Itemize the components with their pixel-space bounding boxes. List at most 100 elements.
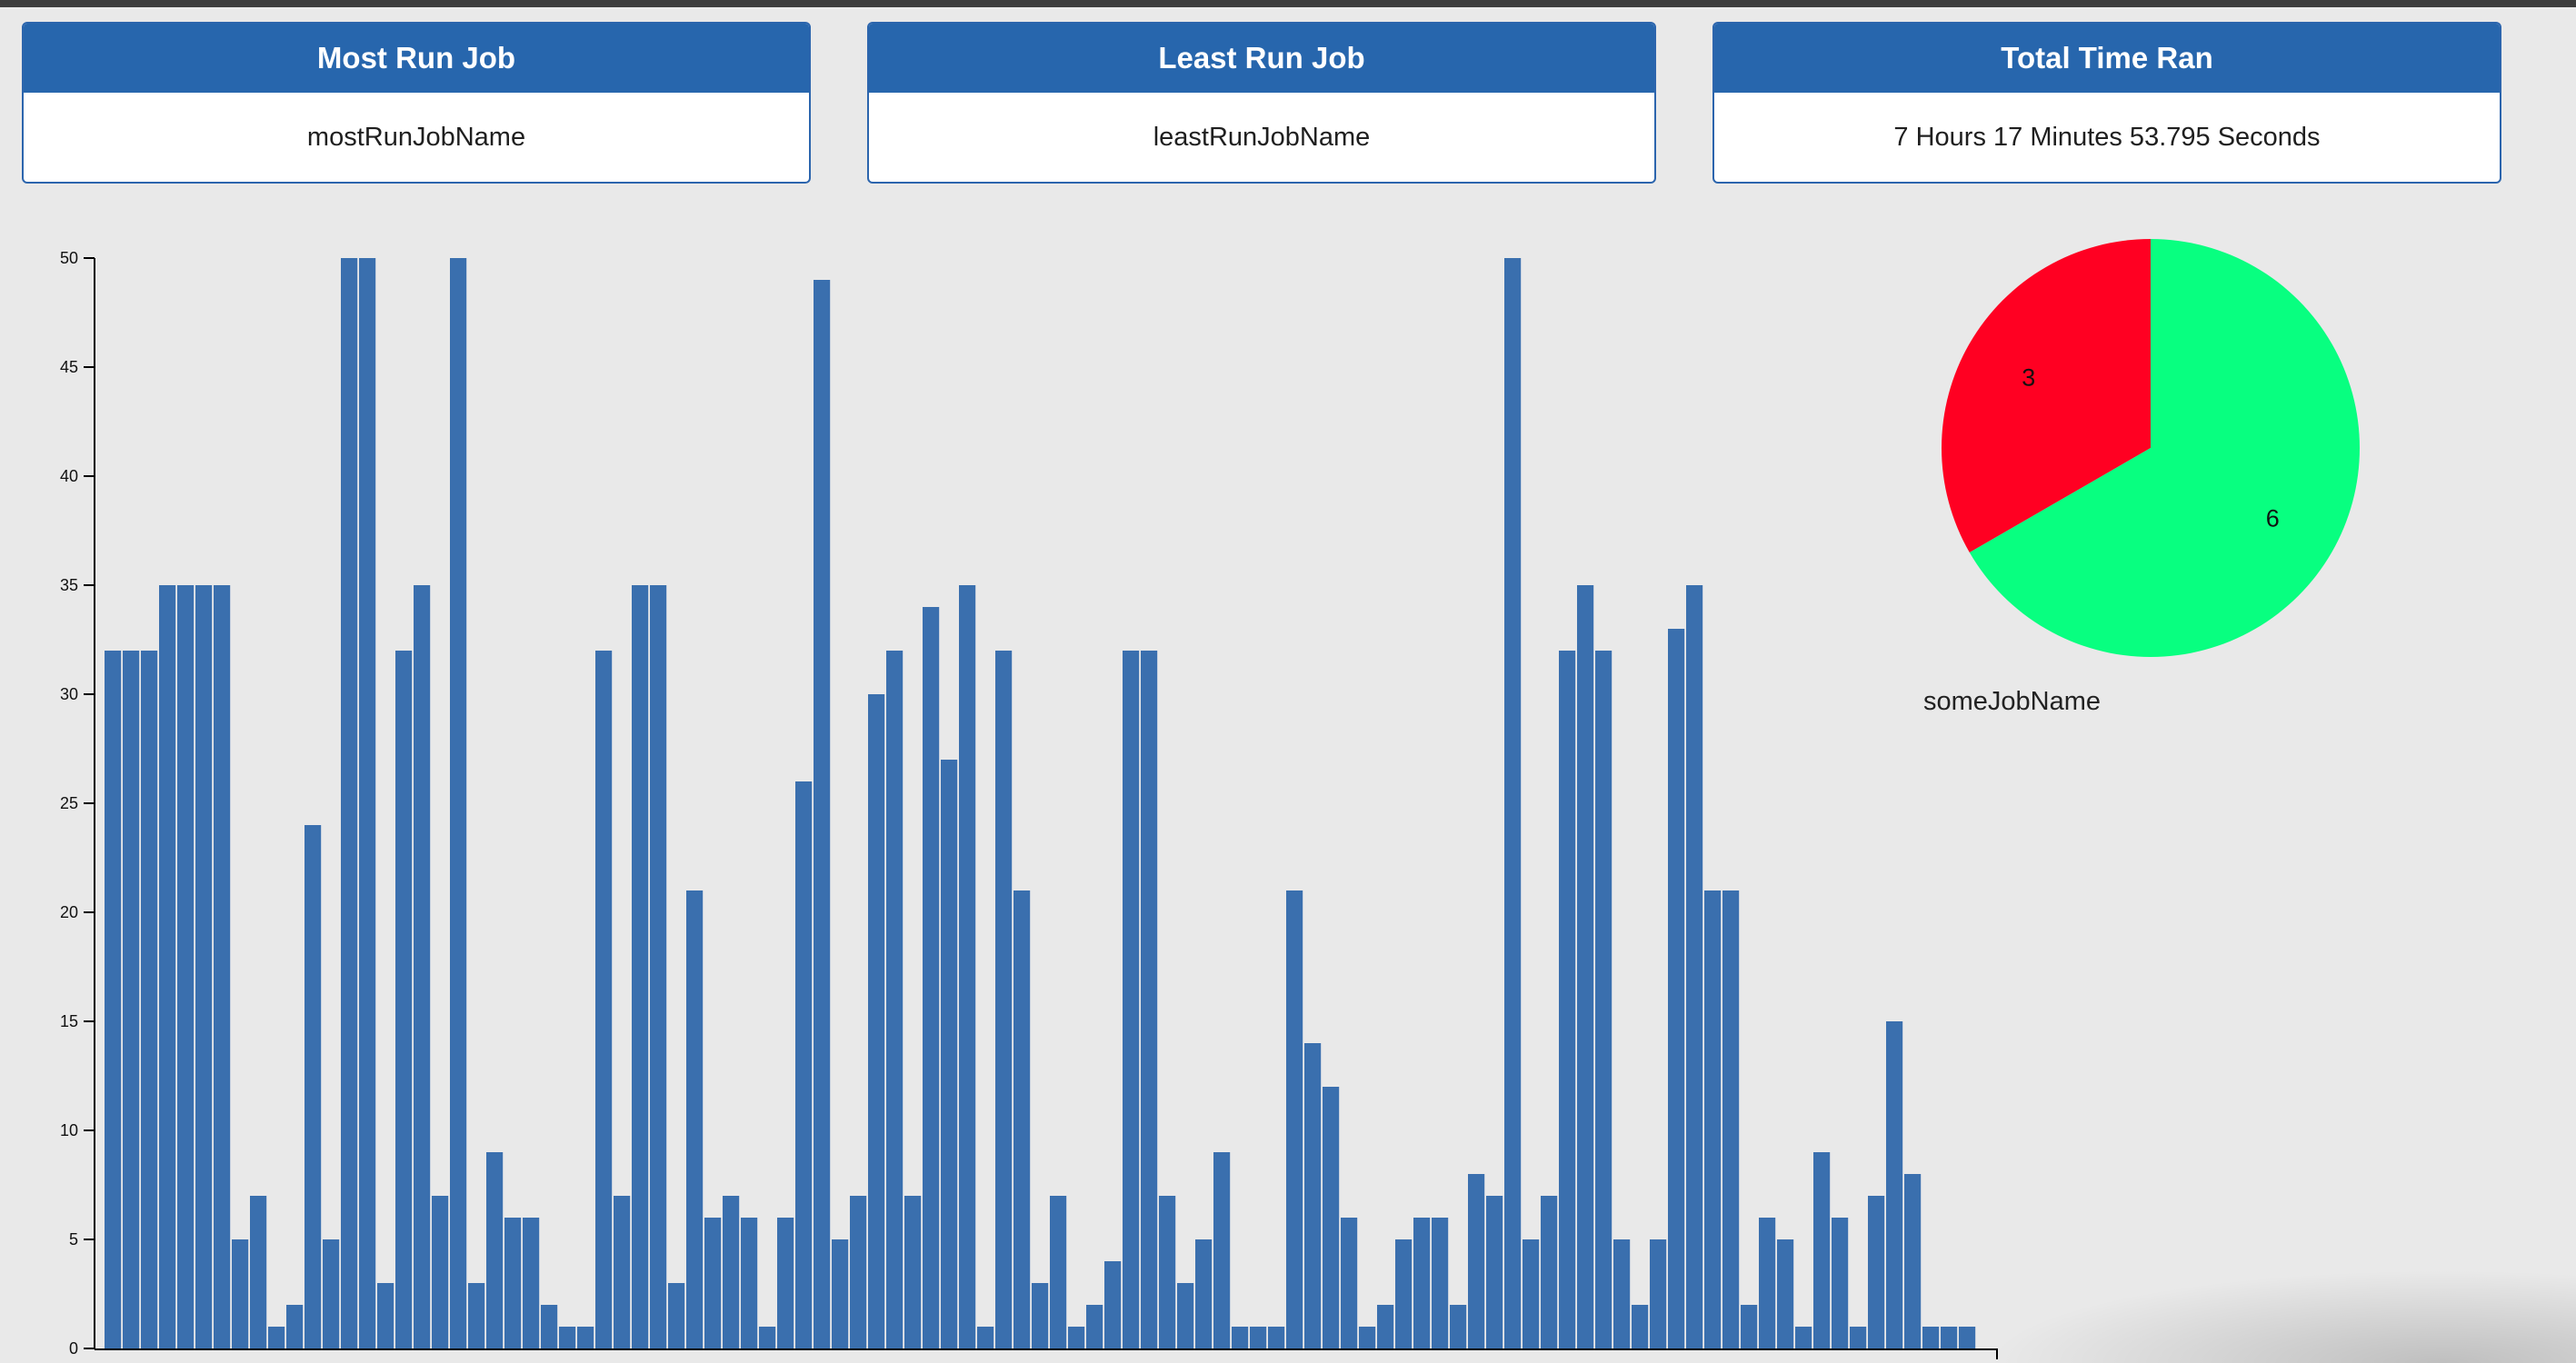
bar[interactable] <box>904 1196 922 1348</box>
bar[interactable] <box>1395 1239 1413 1348</box>
pie-slice[interactable] <box>1942 239 2151 552</box>
bar[interactable] <box>1668 629 1685 1348</box>
bar[interactable] <box>414 585 431 1348</box>
bar[interactable] <box>359 258 376 1348</box>
bar[interactable] <box>1632 1305 1649 1348</box>
bar[interactable] <box>995 651 1013 1348</box>
bar[interactable] <box>1141 651 1158 1348</box>
bar[interactable] <box>305 825 322 1348</box>
bar[interactable] <box>686 890 704 1348</box>
bar[interactable] <box>1032 1283 1049 1348</box>
bar[interactable] <box>1341 1218 1358 1348</box>
bar[interactable] <box>250 1196 267 1348</box>
bar[interactable] <box>1904 1174 1922 1348</box>
bar[interactable] <box>123 651 140 1348</box>
bar[interactable] <box>1013 890 1031 1348</box>
bar[interactable] <box>486 1152 504 1348</box>
bar[interactable] <box>1050 1196 1067 1348</box>
bar[interactable] <box>1832 1218 1849 1348</box>
bar[interactable] <box>814 280 831 1348</box>
bar[interactable] <box>468 1283 485 1348</box>
bar[interactable] <box>177 585 195 1348</box>
bar[interactable] <box>977 1327 994 1348</box>
bar[interactable] <box>1232 1327 1249 1348</box>
bar[interactable] <box>1813 1152 1831 1348</box>
bar[interactable] <box>650 585 667 1348</box>
bar[interactable] <box>868 694 885 1348</box>
bar[interactable] <box>850 1196 867 1348</box>
bar[interactable] <box>632 585 649 1348</box>
bar[interactable] <box>141 651 158 1348</box>
bar[interactable] <box>1123 651 1140 1348</box>
bar[interactable] <box>1523 1239 1540 1348</box>
bar[interactable] <box>523 1218 540 1348</box>
bar[interactable] <box>1577 585 1594 1348</box>
bar[interactable] <box>1359 1327 1376 1348</box>
bar[interactable] <box>595 651 613 1348</box>
bar[interactable] <box>1323 1087 1340 1348</box>
bar[interactable] <box>1613 1239 1631 1348</box>
bar[interactable] <box>1068 1327 1085 1348</box>
bar[interactable] <box>1922 1327 1940 1348</box>
bar[interactable] <box>541 1305 558 1348</box>
bar[interactable] <box>1741 1305 1758 1348</box>
bar[interactable] <box>795 781 813 1348</box>
bar[interactable] <box>1795 1327 1812 1348</box>
bar[interactable] <box>1486 1196 1503 1348</box>
bar[interactable] <box>886 651 904 1348</box>
bar[interactable] <box>614 1196 631 1348</box>
bar[interactable] <box>450 258 467 1348</box>
bar[interactable] <box>1504 258 1522 1348</box>
bar[interactable] <box>777 1218 794 1348</box>
bar[interactable] <box>723 1196 740 1348</box>
bar[interactable] <box>1286 890 1303 1348</box>
bar[interactable] <box>1213 1152 1231 1348</box>
bar[interactable] <box>1650 1239 1667 1348</box>
bar[interactable] <box>1468 1174 1485 1348</box>
bar[interactable] <box>1777 1239 1794 1348</box>
bar[interactable] <box>432 1196 449 1348</box>
bar[interactable] <box>1704 890 1722 1348</box>
bar[interactable] <box>704 1218 722 1348</box>
bar[interactable] <box>1432 1218 1449 1348</box>
bar[interactable] <box>1541 1196 1558 1348</box>
bar[interactable] <box>195 585 213 1348</box>
bar[interactable] <box>1250 1327 1267 1348</box>
bar[interactable] <box>1377 1305 1394 1348</box>
bar[interactable] <box>832 1239 849 1348</box>
bar[interactable] <box>741 1218 758 1348</box>
pie-slice[interactable] <box>1969 239 2360 657</box>
bar[interactable] <box>923 607 940 1348</box>
bar[interactable] <box>341 258 358 1348</box>
bar[interactable] <box>1722 890 1740 1348</box>
bar[interactable] <box>759 1327 776 1348</box>
bar[interactable] <box>1686 585 1703 1348</box>
bar[interactable] <box>1086 1305 1103 1348</box>
bar[interactable] <box>1595 651 1612 1348</box>
bar[interactable] <box>1195 1239 1213 1348</box>
bar[interactable] <box>1868 1196 1885 1348</box>
bar[interactable] <box>286 1305 304 1348</box>
bar[interactable] <box>559 1327 576 1348</box>
bar[interactable] <box>1941 1327 1958 1348</box>
bar[interactable] <box>577 1327 594 1348</box>
bar[interactable] <box>959 585 976 1348</box>
bar[interactable] <box>1268 1327 1285 1348</box>
bar[interactable] <box>504 1218 522 1348</box>
bar[interactable] <box>1413 1218 1431 1348</box>
bar[interactable] <box>1304 1043 1322 1348</box>
bar[interactable] <box>214 585 231 1348</box>
bar[interactable] <box>1559 651 1576 1348</box>
bar[interactable] <box>323 1239 340 1348</box>
bar[interactable] <box>268 1327 285 1348</box>
bar[interactable] <box>668 1283 685 1348</box>
bar[interactable] <box>1959 1327 1976 1348</box>
bar[interactable] <box>1177 1283 1194 1348</box>
bar[interactable] <box>941 760 958 1348</box>
bar[interactable] <box>1759 1218 1776 1348</box>
bar[interactable] <box>1104 1261 1122 1348</box>
bar[interactable] <box>1159 1196 1176 1348</box>
bar[interactable] <box>377 1283 394 1348</box>
bar[interactable] <box>232 1239 249 1348</box>
bar[interactable] <box>1886 1021 1903 1348</box>
